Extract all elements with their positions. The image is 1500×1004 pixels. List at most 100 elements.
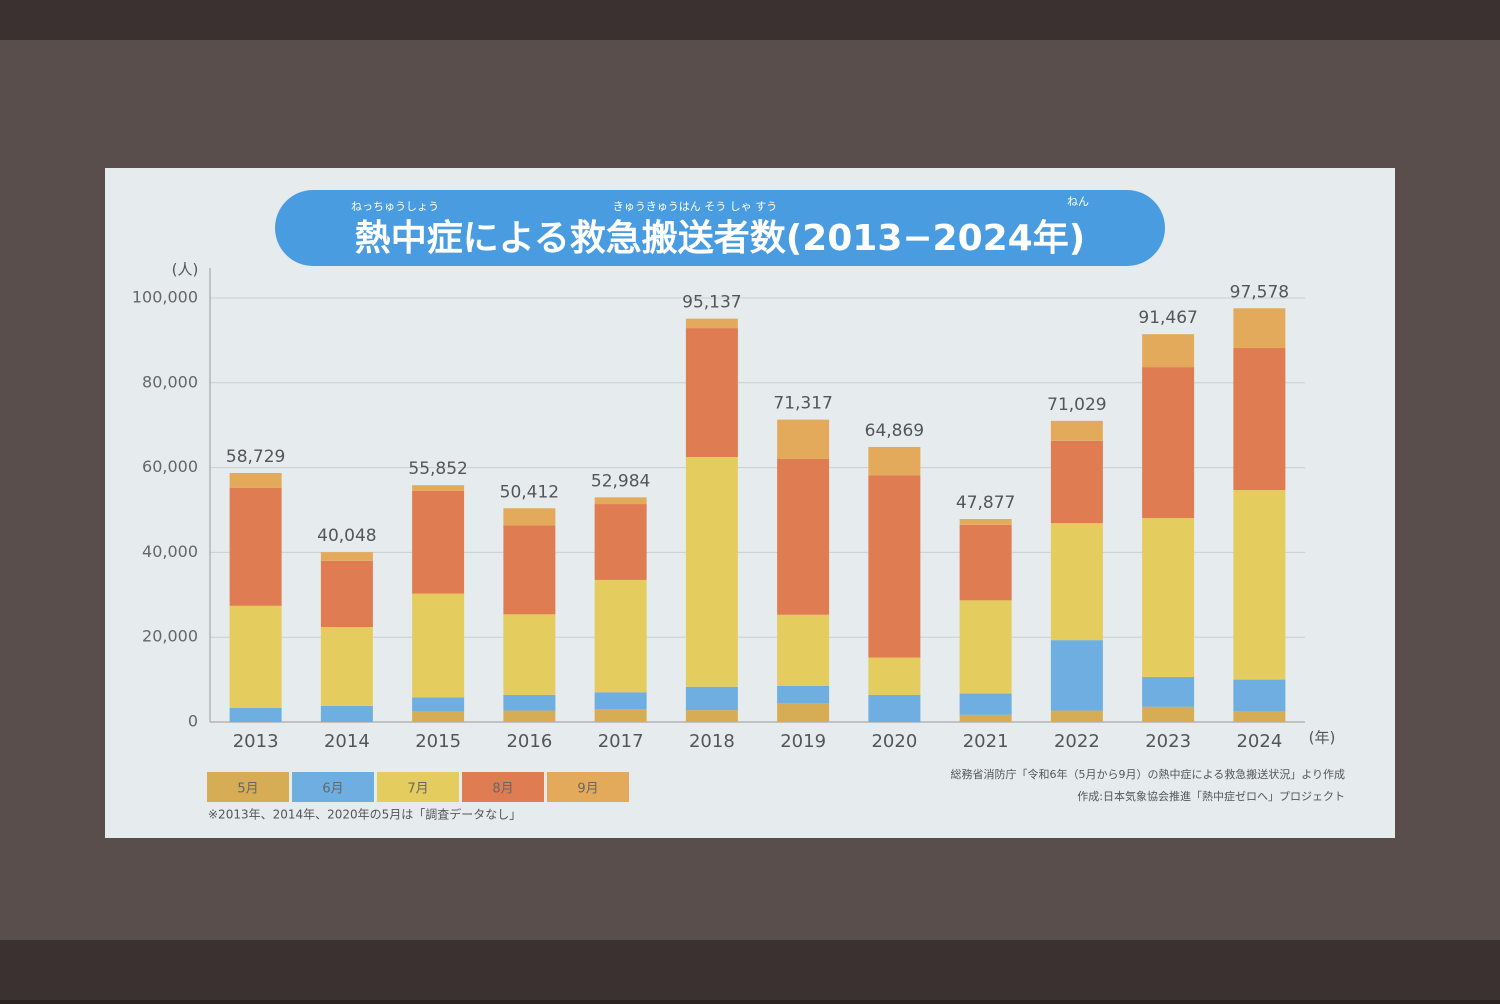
y-tick-label: 100,000 [132,288,198,307]
bar-segment [1233,308,1286,349]
bar-segment [868,694,921,722]
x-tick-label: 2019 [780,731,826,752]
legend-label: 9月 [577,782,598,797]
y-tick-label: 40,000 [142,542,198,561]
total-label: 50,412 [500,482,559,502]
x-tick-label: 2017 [598,731,644,752]
bar-segment [777,458,830,615]
total-label: 40,048 [317,526,376,546]
bar-segment [1142,367,1195,519]
bar-segment [412,711,465,722]
y-tick-label: 0 [188,712,198,731]
bar-segment [503,525,556,615]
title-pill [275,190,1165,266]
y-tick-label: 20,000 [142,627,198,646]
y-tick-label: 80,000 [142,372,198,391]
title-ruby: ねん [1067,195,1089,208]
y-unit: (人) [172,261,199,279]
legend-swatch [207,772,289,802]
total-label: 52,984 [591,471,650,491]
bar-segment [503,694,556,711]
bar-segment [1050,440,1103,524]
bar-segment [777,685,830,704]
total-label: 91,467 [1138,308,1197,328]
bar-segment [1233,348,1286,491]
legend-swatch [292,772,374,802]
legend-label: 7月 [407,782,428,797]
bar-segment [412,593,465,698]
bar-segment [685,710,738,722]
bar-segment [594,709,647,722]
bar-segment [1050,710,1103,722]
bar-segment [959,693,1012,715]
bar-segment [685,318,738,329]
bar-segment [959,519,1012,525]
bar-segment [1142,706,1195,722]
bar-segment [959,524,1012,601]
bar-segment [868,475,921,658]
bar-segment [594,692,647,710]
bar-segment [503,710,556,722]
bar-segment [777,614,830,686]
legend-label: 6月 [322,782,343,797]
bar-segment [1233,490,1286,680]
bar-segment [320,560,373,628]
bar-segment [320,705,373,722]
bar-segment [229,472,282,488]
bar-segment [1050,640,1103,711]
source: 総務省消防庁「令和6年（5月から9月）の熱中症による救急搬送状況」より作成 [951,767,1345,781]
x-tick-label: 2013 [233,731,279,752]
bar-segment [1233,711,1286,722]
bar-segment [685,686,738,711]
legend-swatch [462,772,544,802]
bar-segment [959,714,1012,722]
legend-swatch [547,772,629,802]
x-tick-label: 2024 [1236,731,1282,752]
bar-segment [594,497,647,505]
x-tick-label: 2016 [506,731,552,752]
bar-segment [685,328,738,457]
title-ruby: ねっちゅうしょう [351,200,439,213]
bar-segment [594,504,647,580]
bar-segment [320,552,373,561]
bar-segment [685,457,738,687]
total-label: 71,317 [773,394,832,414]
bar-segment [1233,679,1286,712]
bar-segment [777,703,830,722]
bar-segment [777,419,830,459]
bar-segment [959,600,1012,694]
x-unit: (年) [1309,729,1336,747]
total-label: 64,869 [865,421,924,441]
bar-segment [1050,420,1103,441]
bar-segment [412,697,465,712]
x-tick-label: 2014 [324,731,370,752]
slide [105,168,1395,838]
bar-segment [1142,677,1195,707]
bar-segment [1142,334,1195,368]
bar-segment [594,579,647,693]
bar-segment [229,605,282,709]
bar-segment [412,485,465,491]
bar-segment [229,487,282,606]
x-tick-label: 2020 [871,731,917,752]
x-tick-label: 2022 [1054,731,1100,752]
total-label: 95,137 [682,293,741,313]
total-label: 55,852 [408,459,467,479]
legend-label: 5月 [237,782,258,797]
bar-segment [503,614,556,695]
total-label: 58,729 [226,447,285,467]
note: ※2013年、2014年、2020年の5月は「調査データなし」 [208,807,521,822]
y-tick-label: 60,000 [142,457,198,476]
total-label: 47,877 [956,493,1015,513]
bar-segment [229,708,282,722]
x-tick-label: 2015 [415,731,461,752]
bar-segment [320,627,373,706]
x-tick-label: 2023 [1145,731,1191,752]
bar-segment [1050,523,1103,641]
total-label: 71,029 [1047,395,1106,415]
chart-title: 熱中症による救急搬送者数(2013−2024年) [355,218,1085,259]
x-tick-label: 2018 [689,731,735,752]
title-ruby: きゅうきゅうはん そう しゃ すう [613,200,778,213]
